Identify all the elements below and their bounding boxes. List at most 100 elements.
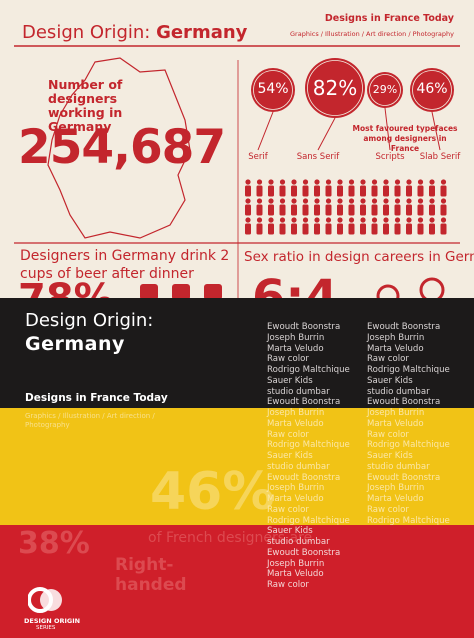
designer-name: Ewoudt Boonstra	[267, 472, 341, 483]
person-head	[245, 198, 251, 204]
circle-ring	[307, 60, 363, 116]
designer-name: Sauer Kids	[267, 451, 313, 461]
person-body	[279, 223, 286, 235]
person-head	[302, 198, 309, 204]
person-head	[325, 179, 332, 185]
person-body	[417, 204, 424, 216]
person-body	[394, 185, 401, 197]
person-body	[440, 204, 447, 216]
cover-title: Design Origin:	[25, 310, 154, 331]
person-body	[383, 185, 389, 197]
bg-title-prefix: Design Origin:	[22, 22, 151, 43]
designer-name: Raw color	[267, 429, 309, 440]
designer-name: Rodrigo Maltchique	[267, 515, 350, 526]
person-head	[383, 179, 389, 185]
designer-name: Joseph Burrin	[267, 558, 325, 569]
person-head	[268, 198, 274, 204]
person-head	[325, 217, 332, 223]
designer-name: Raw color	[367, 429, 409, 440]
person-head	[406, 198, 412, 204]
series-logo	[28, 587, 62, 613]
designer-name: studio dumbar	[267, 537, 330, 547]
person-body	[245, 204, 251, 216]
person-body	[371, 204, 378, 216]
person-head	[314, 179, 320, 185]
person-body	[256, 223, 263, 235]
circle-ring	[253, 70, 293, 110]
typeface-percent: 46%	[416, 81, 448, 98]
designer-name: Raw color	[367, 354, 409, 365]
typeface-circle	[367, 72, 403, 108]
designer-name: Sauer Kids	[367, 375, 413, 386]
designer-name: Joseph Burrin	[267, 483, 325, 494]
designer-name: Sauer Kids	[267, 375, 313, 386]
faded-french-designers: of French designers are	[148, 530, 313, 546]
designer-name: Rodrigo Maltchique	[267, 365, 350, 375]
cover-subtitle: Germany	[25, 333, 125, 355]
person-head	[429, 198, 435, 204]
person-head	[371, 198, 378, 204]
person-head	[279, 198, 286, 204]
person-head	[348, 217, 355, 223]
person-head	[268, 217, 274, 223]
person-head	[360, 179, 366, 185]
person-body	[348, 185, 355, 197]
people-icons	[245, 179, 447, 235]
person-body	[337, 223, 343, 235]
person-body	[256, 204, 263, 216]
person-head	[302, 179, 309, 185]
person-body	[440, 223, 447, 235]
designer-name: Rodrigo Maltchique	[367, 365, 450, 375]
person-body	[371, 185, 378, 197]
person-body	[406, 223, 412, 235]
person-head	[417, 217, 424, 223]
designer-name: Sauer Kids	[267, 526, 313, 537]
person-body	[406, 204, 412, 216]
person-body	[314, 204, 320, 216]
person-head	[440, 179, 447, 185]
designer-name: Rodrigo Maltchique	[367, 440, 450, 451]
logo-circle	[40, 589, 62, 611]
circle-ring	[369, 74, 401, 106]
person-head	[337, 179, 343, 185]
person-head	[291, 179, 297, 185]
circle-ring	[412, 70, 452, 110]
person-body	[360, 185, 366, 197]
circle-stem	[257, 111, 274, 151]
bg-header-title: Designs in France Today	[324, 13, 454, 24]
typeface-percent: 54%	[257, 81, 289, 98]
yellow-band	[0, 408, 474, 525]
person-head	[325, 198, 332, 204]
designer-name: Marta Veludo	[267, 418, 324, 429]
circle-stem	[384, 107, 391, 151]
germany-map	[47, 57, 191, 239]
circle-stem	[317, 117, 336, 151]
person-body	[360, 204, 366, 216]
black-band	[0, 298, 474, 408]
designer-name: Marta Veludo	[367, 343, 424, 354]
person-head	[337, 198, 343, 204]
person-head	[360, 198, 366, 204]
typeface-label: Sans Serif	[296, 152, 340, 162]
person-head	[314, 198, 320, 204]
person-head	[256, 217, 263, 223]
person-head	[291, 198, 297, 204]
bg-title-country: Germany	[156, 22, 248, 43]
person-head	[245, 179, 251, 185]
designer-name: Rodrigo Maltchique	[267, 440, 350, 451]
person-head	[371, 179, 378, 185]
person-body	[302, 185, 309, 197]
person-head	[417, 198, 424, 204]
designer-name: Joseph Burrin	[367, 332, 425, 343]
person-body	[314, 185, 320, 197]
mug	[204, 284, 222, 300]
person-head	[279, 217, 286, 223]
typeface-circles	[251, 58, 454, 151]
person-body	[291, 185, 297, 197]
designer-name: Ewoudt Boonstra	[367, 322, 441, 332]
person-body	[291, 223, 297, 235]
designer-name: Joseph Burrin	[267, 332, 325, 343]
mug	[140, 284, 158, 300]
designer-name: Marta Veludo	[267, 343, 324, 354]
person-body	[348, 223, 355, 235]
